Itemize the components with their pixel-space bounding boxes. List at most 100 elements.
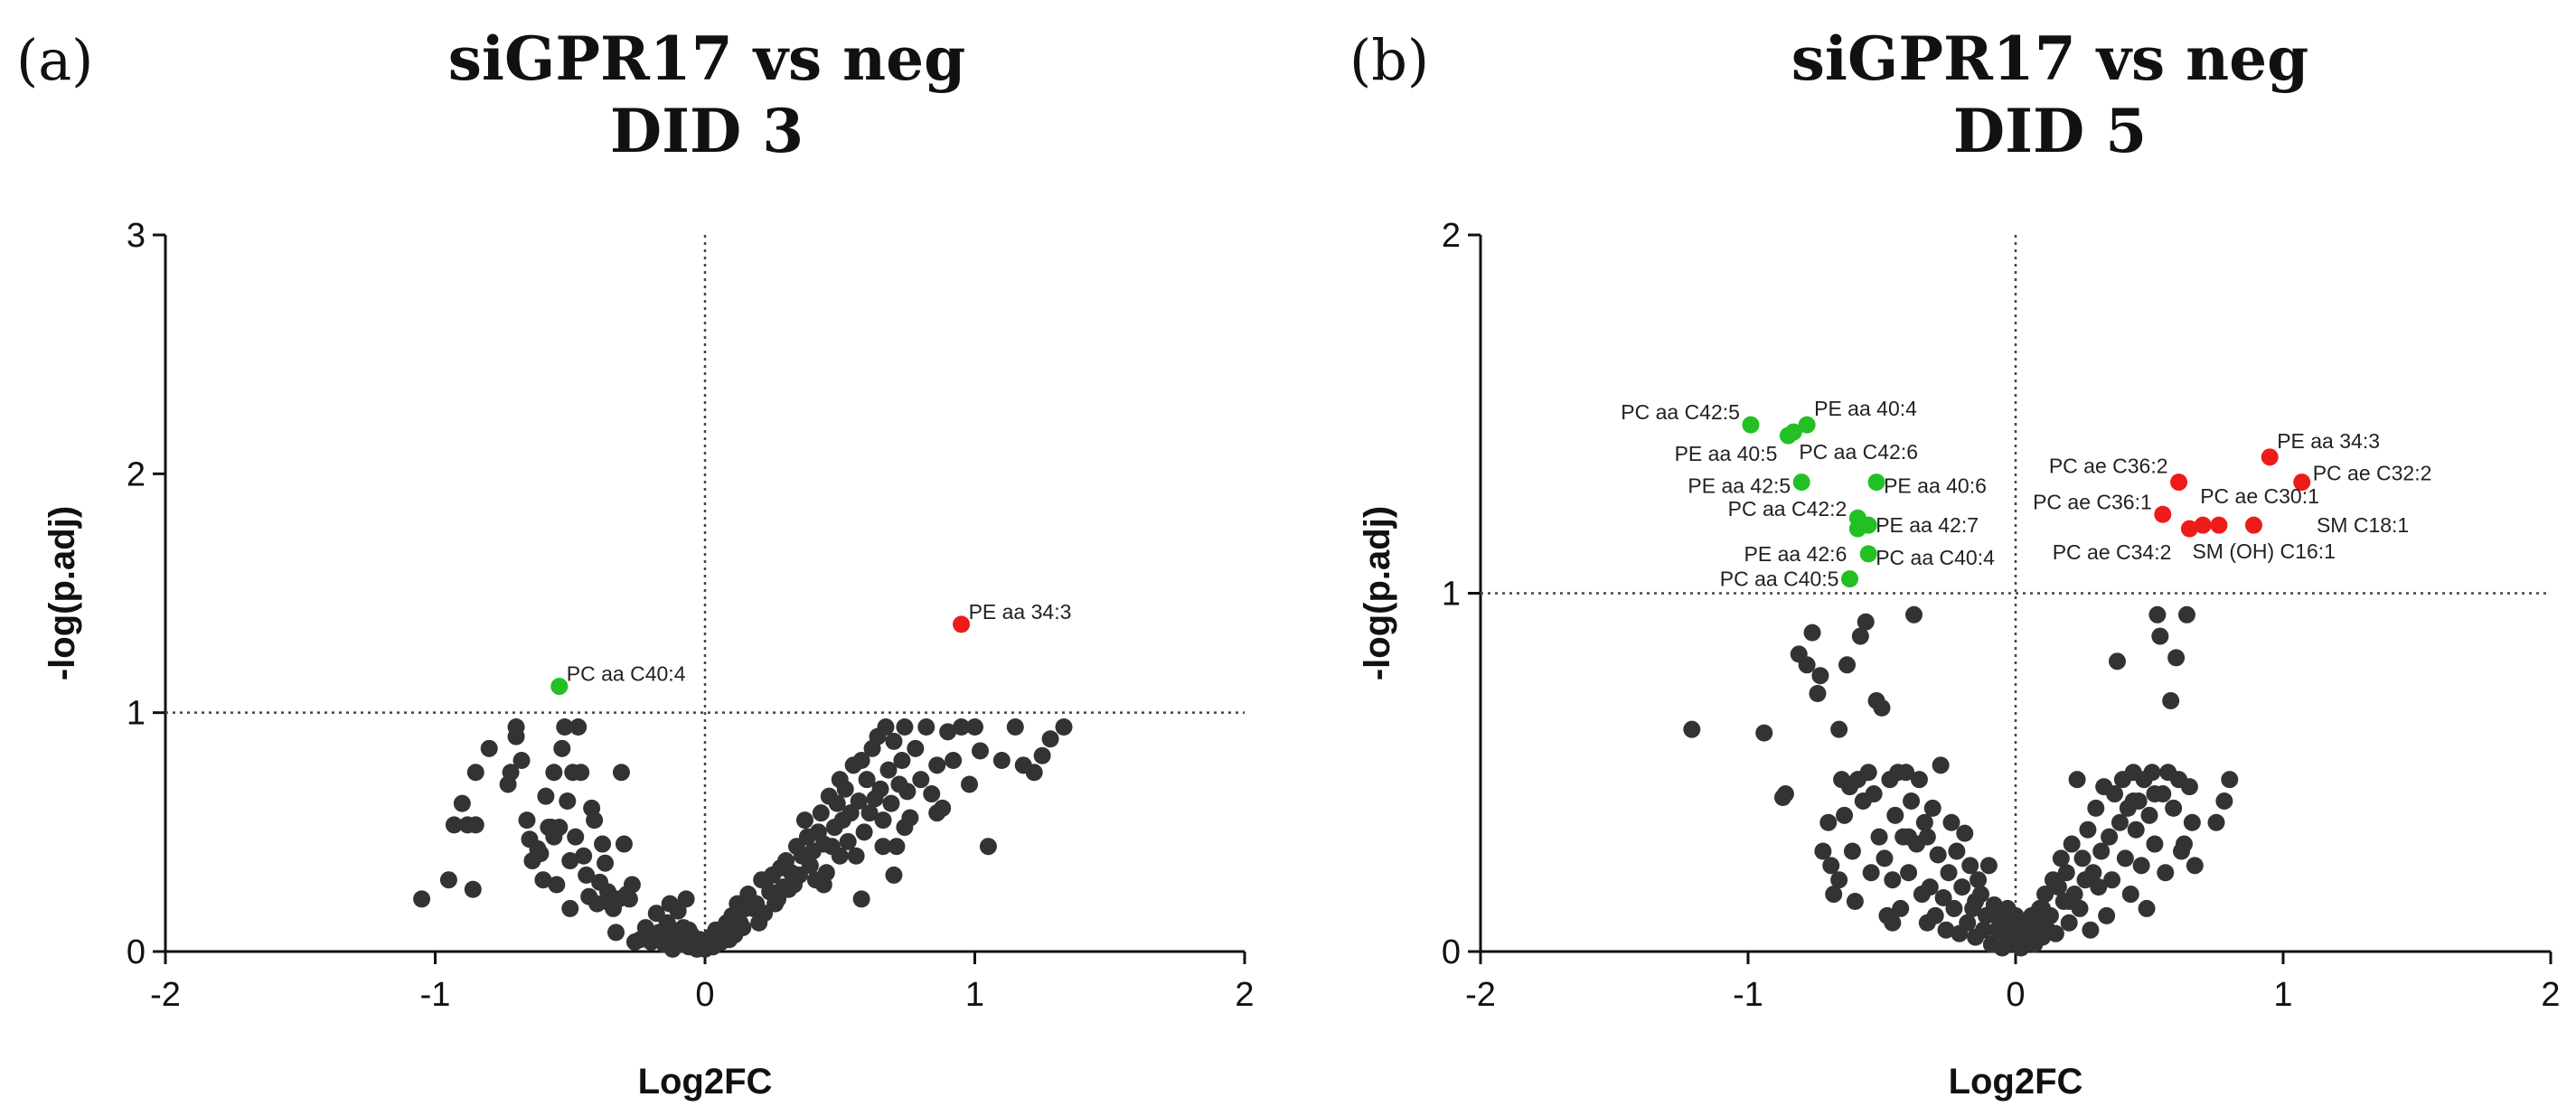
data-point bbox=[1905, 605, 1923, 624]
data-point bbox=[707, 921, 725, 939]
data-point bbox=[2060, 892, 2078, 910]
data-point bbox=[961, 775, 979, 793]
data-point bbox=[885, 732, 903, 750]
x-tick-label: -1 bbox=[1733, 976, 1763, 1014]
significant-point bbox=[2194, 516, 2212, 534]
point-annotation: PC ae C30:1 bbox=[2200, 484, 2319, 508]
data-point bbox=[928, 804, 946, 822]
x-axis-label: Log2FC bbox=[638, 1062, 773, 1102]
data-point bbox=[836, 780, 854, 798]
data-point bbox=[1948, 842, 1966, 860]
data-point bbox=[569, 718, 588, 736]
data-point bbox=[1811, 667, 1829, 685]
data-point bbox=[1843, 842, 1861, 860]
data-point bbox=[1900, 864, 1918, 882]
x-tick-label: 1 bbox=[965, 976, 984, 1014]
y-tick-label: 1 bbox=[1442, 576, 1461, 614]
data-point bbox=[1838, 656, 1857, 674]
data-point bbox=[828, 794, 846, 812]
data-point bbox=[945, 752, 963, 770]
point-annotation: PC aa C42:6 bbox=[1799, 440, 1918, 464]
data-point bbox=[1798, 656, 1816, 674]
y-tick-label: 1 bbox=[127, 695, 146, 733]
data-point bbox=[439, 871, 457, 889]
point-annotation: PC ae C36:1 bbox=[2033, 490, 2152, 513]
data-point bbox=[512, 752, 531, 770]
data-point bbox=[2143, 764, 2161, 782]
point-annotation: PC aa C40:4 bbox=[1876, 546, 1995, 569]
data-point bbox=[882, 794, 900, 812]
data-point bbox=[553, 739, 571, 757]
significant-point bbox=[953, 615, 971, 633]
point-annotation: SM (OH) C16:1 bbox=[2192, 539, 2335, 563]
data-point bbox=[912, 771, 930, 789]
panel-a: (a) siGPR17 vs neg DID 3 0 1 2 3 -2 -1 0 1 2 Log2… bbox=[16, 23, 1255, 1102]
data-point bbox=[2111, 813, 2129, 831]
data-point bbox=[1776, 785, 1794, 803]
data-point bbox=[578, 866, 596, 884]
data-point bbox=[2132, 857, 2150, 875]
data-points: PC aa C40:4 PE aa 34:3 bbox=[413, 600, 1073, 958]
data-point bbox=[877, 718, 895, 736]
data-point bbox=[1892, 899, 1910, 917]
data-point bbox=[852, 752, 870, 770]
data-point bbox=[1923, 799, 1941, 817]
data-point bbox=[1884, 871, 1902, 889]
x-tick-label: -1 bbox=[420, 976, 451, 1014]
data-point bbox=[2068, 771, 2086, 789]
data-point bbox=[795, 811, 813, 830]
significant-point bbox=[2261, 448, 2279, 466]
significant-point bbox=[1848, 520, 1866, 538]
data-point bbox=[2165, 799, 2183, 817]
axes: 0 1 2 3 -2 -1 0 1 2 Log2FC -log(p.adj) bbox=[42, 217, 1255, 1102]
data-point bbox=[928, 756, 946, 774]
point-annotation: PC aa C40:5 bbox=[1720, 567, 1839, 591]
point-annotation: PE aa 34:3 bbox=[969, 600, 1072, 624]
data-point bbox=[2007, 906, 2025, 924]
data-point bbox=[1942, 813, 1960, 831]
data-point bbox=[720, 931, 738, 949]
data-point bbox=[2151, 627, 2169, 645]
data-point bbox=[1897, 764, 1915, 782]
x-tick-label: 2 bbox=[1235, 976, 1254, 1014]
data-point bbox=[2106, 785, 2124, 803]
data-point bbox=[531, 845, 550, 863]
data-point bbox=[1915, 813, 1933, 831]
data-point bbox=[1959, 914, 1977, 932]
data-point bbox=[1932, 756, 1950, 774]
data-point bbox=[556, 718, 574, 736]
data-point bbox=[2103, 871, 2121, 889]
data-point bbox=[2079, 821, 2097, 839]
point-annotation: PE aa 40:4 bbox=[1814, 397, 1917, 420]
data-point bbox=[567, 828, 585, 846]
data-point bbox=[1945, 899, 1963, 917]
data-point bbox=[1006, 718, 1024, 736]
point-annotation: PC aa C40:4 bbox=[567, 662, 686, 686]
data-point bbox=[2046, 924, 2064, 943]
data-point bbox=[466, 816, 484, 834]
data-point bbox=[1926, 906, 1944, 924]
data-point bbox=[2082, 921, 2100, 939]
data-point bbox=[1857, 613, 1875, 631]
data-point bbox=[623, 876, 641, 894]
data-point bbox=[586, 811, 604, 830]
data-point bbox=[979, 838, 997, 856]
data-point bbox=[879, 761, 898, 779]
data-point bbox=[663, 940, 682, 958]
axes: 0 1 2 -2 -1 0 1 2 Log2FC -log(p.adj) bbox=[1358, 217, 2561, 1102]
data-point bbox=[1953, 878, 1971, 896]
y-tick-label: 2 bbox=[1442, 217, 1461, 255]
data-point bbox=[1851, 627, 1869, 645]
data-point bbox=[801, 857, 819, 875]
y-axis-label: -log(p.adj) bbox=[42, 506, 82, 680]
x-tick-label: 0 bbox=[2006, 976, 2025, 1014]
point-annotation: PC ae C36:2 bbox=[2049, 455, 2168, 478]
significant-point bbox=[2180, 520, 2198, 538]
data-point bbox=[2063, 835, 2081, 853]
data-point bbox=[2167, 649, 2186, 667]
data-point bbox=[858, 771, 876, 789]
data-point bbox=[680, 921, 698, 939]
point-annotation: PC ae C34:2 bbox=[2053, 540, 2172, 564]
data-point bbox=[1814, 842, 1832, 860]
data-point bbox=[2162, 691, 2180, 709]
